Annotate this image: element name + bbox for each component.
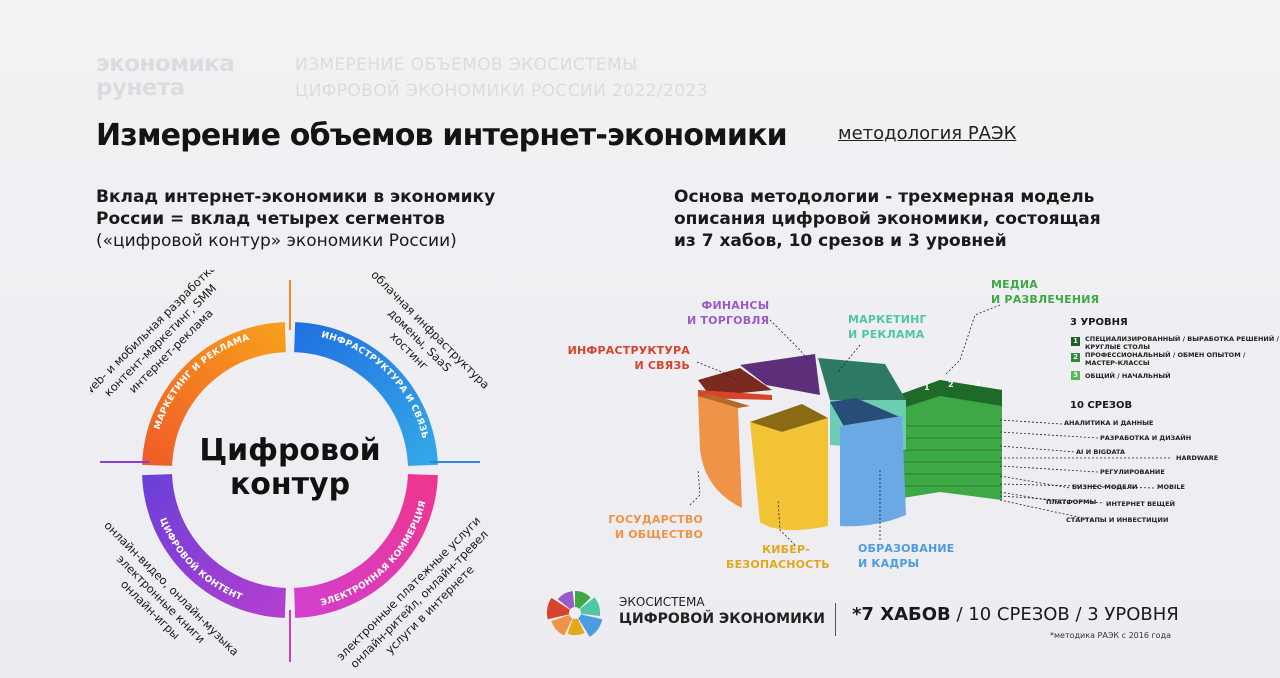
slice-item: HARDWARE: [1176, 454, 1219, 462]
footer-divider: [835, 603, 836, 636]
slice-item: ПЛАТФОРМЫ: [1046, 498, 1097, 506]
slice-item: MOBILE: [1157, 483, 1185, 491]
contour-center-line2: контур: [230, 467, 350, 502]
level-2-text: ПРОФЕССИОНАЛЬНЫЙ / ОБМЕН ОПЫТОМ / МАСТЕР-…: [1085, 351, 1246, 367]
hub-label-media: МЕДИА И РАЗВЛЕЧЕНИЯ: [991, 278, 1100, 306]
left-subtitle-line2: России = вклад четырех сегментов: [96, 209, 446, 229]
slice-item: АНАЛИТИКА И ДАННЫЕ: [1064, 419, 1154, 427]
hub-label-education: ОБРАЗОВАНИЕ И КАДРЫ: [858, 542, 955, 570]
ecosystem-line2: ЦИФРОВОЙ ЭКОНОМИКИ: [619, 611, 825, 627]
level-3-swatch: 3: [1071, 371, 1080, 380]
hub-finance-slice: [740, 354, 820, 395]
ring-arc-ecommerce: [294, 474, 438, 618]
ecosystem-caption: ЭКОСИСТЕМА ЦИФРОВОЙ ЭКОНОМИКИ: [619, 594, 825, 628]
logo-center: [569, 607, 581, 619]
hub-label-infrastructure: ИНФРАСТРУКТУРА И СВЯЗЬ: [567, 344, 690, 372]
page-title: Измерение объемов интернет-экономики: [96, 118, 788, 153]
right-subtitle-line2: описания цифровой экономики, состоящая: [674, 209, 1101, 229]
ecosystem-line1: ЭКОСИСТЕМА: [619, 595, 705, 609]
left-subtitle: Вклад интернет-экономики в экономику Рос…: [96, 186, 495, 252]
right-subtitle-line3: из 7 хабов, 10 срезов и 3 уровней: [674, 231, 1007, 251]
levels-title: 3 УРОВНЯ: [1070, 317, 1128, 328]
ring-arc-marketing: [142, 322, 286, 466]
hub-education-slice: [830, 398, 906, 527]
slices-title: 10 СРЕЗОВ: [1070, 400, 1133, 411]
hub-cyber-slice: [750, 404, 828, 531]
brand-line1: экономика: [96, 51, 235, 77]
methodology-link[interactable]: методология РАЭК: [838, 123, 1017, 144]
level-2-swatch: 2: [1071, 353, 1080, 362]
logo-petal: [551, 613, 575, 636]
right-subtitle: Основа методологии - трехмерная модель о…: [674, 186, 1101, 252]
level-3-text: ОБЩИЙ / НАЧАЛЬНЫЙ: [1085, 372, 1171, 380]
report-title: ИЗМЕРЕНИЕ ОБЪЕМОВ ЭКОСИСТЕМЫ ЦИФРОВОЙ ЭК…: [295, 52, 708, 104]
footnote: *методика РАЭК с 2016 года: [1050, 631, 1171, 640]
contour-center-line1: Цифровой: [199, 433, 380, 468]
slice-item: БИЗНЕС-МОДЕЛИ: [1072, 483, 1138, 491]
hub-label-government: ГОСУДАРСТВО И ОБЩЕСТВО: [608, 513, 703, 541]
logo-petal: [567, 613, 585, 635]
brand-line2: рунета: [96, 75, 185, 101]
ecosystem-logo-icon: [547, 591, 603, 637]
hub-label-finance: ФИНАНСЫ И ТОРГОВЛЯ: [687, 299, 770, 327]
slice-item: РЕГУЛИРОВАНИЕ: [1100, 468, 1165, 476]
left-subtitle-line1: Вклад интернет-экономики в экономику: [96, 187, 496, 207]
layer-mark-2: 2: [948, 380, 954, 389]
slice-item: ИНТЕРНЕТ ВЕЩЕЙ: [1106, 500, 1175, 508]
hub-label-marketing: МАРКЕТИНГ И РЕКЛАМА: [848, 313, 927, 341]
slice-item: СТАРТАПЫ И ИНВЕСТИЦИИ: [1066, 516, 1169, 524]
hubs-summary: *7 ХАБОВ / 10 СРЕЗОВ / 3 УРОВНЯ: [852, 604, 1179, 625]
left-subtitle-line3: («цифровой контур» экономики России): [96, 231, 457, 251]
report-line2: ЦИФРОВОЙ ЭКОНОМИКИ РОССИИ 2022/2023: [295, 81, 708, 101]
level-1-text: СПЕЦИАЛИЗИРОВАННЫЙ / ВЫРАБОТКА РЕШЕНИЙ /…: [1085, 335, 1279, 351]
logo-petal: [575, 613, 603, 637]
right-subtitle-line1: Основа методологии - трехмерная модель: [674, 187, 1095, 207]
digital-contour-diagram: МАРКЕТИНГ И РЕКЛАМА ИНФРАСТРУКТУРА И СВЯ…: [90, 270, 490, 670]
slice-item: РАЗРАБОТКА И ДИЗАЙН: [1100, 434, 1192, 442]
ring-arc-content: [142, 474, 286, 618]
logo-petal: [547, 597, 575, 620]
hub-government-slice: [698, 394, 750, 508]
ring-arc-infrastructure: [294, 322, 438, 466]
hubs-3d-pie: 1 2 3: [698, 354, 1002, 531]
hub-media-block: 1 2 3: [890, 379, 1002, 500]
layer-mark-1: 1: [924, 383, 930, 392]
logo-petal: [575, 591, 591, 613]
brand-logo: экономика рунета: [96, 51, 235, 101]
logo-petal: [575, 597, 600, 616]
layer-mark-3: 3: [975, 379, 981, 388]
slice-item: AI И BIGDATA: [1076, 448, 1126, 456]
hub-label-cyber: КИБЕР- БЕЗОПАСНОСТЬ: [726, 543, 830, 571]
logo-petal: [557, 591, 575, 613]
level-1-swatch: 1: [1071, 337, 1080, 346]
report-line1: ИЗМЕРЕНИЕ ОБЪЕМОВ ЭКОСИСТЕМЫ: [295, 55, 638, 75]
